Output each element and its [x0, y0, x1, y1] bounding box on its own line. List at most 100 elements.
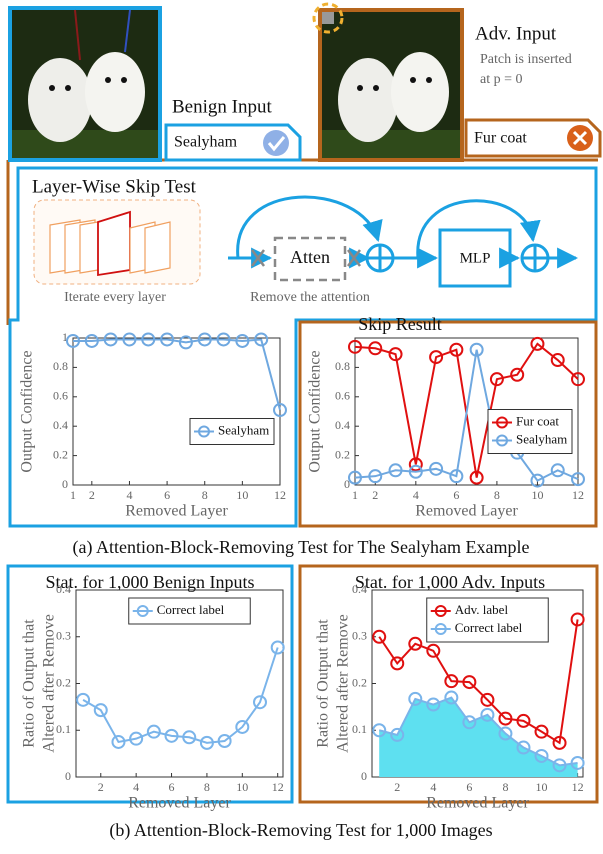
- x-tick-label: 12: [272, 780, 284, 794]
- x-tick-label: 2: [372, 488, 378, 502]
- x-tick-label: 12: [572, 780, 584, 794]
- legend-marker: [496, 416, 508, 429]
- marker: [408, 691, 423, 706]
- adv-note: Patch is inserted: [480, 52, 572, 67]
- marker: [550, 463, 565, 478]
- x-tick-label: 4: [413, 488, 419, 502]
- legend-marker: [496, 434, 508, 447]
- marker: [462, 675, 477, 690]
- marker: [516, 713, 531, 728]
- marker: [462, 715, 477, 730]
- marker: [469, 342, 484, 357]
- y-tick-label: 0.4: [53, 418, 68, 432]
- x-axis-label: Removed Layer: [415, 503, 518, 520]
- atten-box: [273, 236, 347, 282]
- marker: [122, 332, 137, 347]
- y-tick-label: 0: [344, 477, 350, 491]
- legend-box: [426, 597, 549, 643]
- legend-marker: [434, 605, 447, 617]
- marker: [368, 469, 383, 484]
- marker: [429, 350, 444, 365]
- marker: [552, 758, 567, 773]
- x-tick-label: 10: [536, 780, 548, 794]
- y-tick-label: 0.8: [53, 359, 68, 373]
- marker: [103, 332, 118, 347]
- x-mark: [572, 130, 588, 146]
- mlp-label: MLP: [460, 250, 491, 266]
- y-tick-label: 0: [65, 769, 71, 783]
- x-tick-label: 6: [453, 488, 459, 502]
- y-axis-label: Output Confidence: [19, 350, 36, 472]
- marker: [76, 692, 91, 707]
- x-tick-label: 8: [202, 488, 208, 502]
- series-line: [354, 349, 579, 482]
- marker: [480, 707, 495, 722]
- marker: [552, 735, 567, 750]
- x-tick-label: 2: [394, 780, 400, 794]
- caption: (a) Attention-Block-Removing Test for Th…: [73, 537, 530, 558]
- legend-label: Fur coat: [516, 413, 559, 428]
- marker: [372, 723, 387, 738]
- chart-title: Stat. for 1,000 Adv. Inputs: [355, 572, 545, 592]
- x-axis-label: Removed Layer: [125, 503, 228, 520]
- marker: [510, 367, 525, 382]
- x-tick-label: 1: [352, 488, 358, 502]
- marker: [408, 636, 423, 651]
- remove-label: Remove the attention: [250, 290, 370, 305]
- marker: [516, 740, 531, 755]
- y-tick-label: 0.2: [352, 675, 367, 689]
- legend-marker: [434, 623, 447, 635]
- benign-label: Sealyham: [174, 134, 238, 151]
- marker: [93, 703, 108, 718]
- adv-badge: [464, 118, 602, 158]
- marker: [498, 711, 513, 726]
- marker: [390, 656, 405, 671]
- y-axis-label: Output Confidence: [307, 350, 324, 472]
- y-axis-label: Ratio of Output that: [315, 619, 332, 748]
- benign-frame: [8, 166, 598, 528]
- legend-label: Correct label: [157, 602, 225, 617]
- y-axis-label: Altered after Remove: [41, 614, 58, 753]
- marker: [235, 333, 250, 348]
- caption: (b) Attention-Block-Removing Test for 1,…: [109, 820, 492, 841]
- x-tick-label: 12: [274, 488, 286, 502]
- x-tick-label: 2: [98, 780, 104, 794]
- legend-label: Correct label: [455, 620, 523, 635]
- y-tick-label: 0: [361, 769, 367, 783]
- y-tick-label: 0.3: [352, 629, 367, 643]
- marker: [254, 332, 269, 347]
- legend-marker: [198, 425, 210, 438]
- y-tick-label: 0.6: [335, 389, 350, 403]
- marker: [129, 731, 144, 746]
- x-tick-label: 4: [126, 488, 132, 502]
- legend-label: Adv. label: [455, 602, 509, 617]
- marker: [348, 470, 362, 485]
- marker: [216, 332, 231, 347]
- y-tick-label: 0.6: [53, 389, 68, 403]
- marker: [182, 730, 197, 745]
- marker: [469, 470, 484, 485]
- x-tick-label: 8: [204, 780, 210, 794]
- x-axis-label: Removed Layer: [426, 795, 529, 812]
- benign-stat-frame: [6, 564, 294, 804]
- marker: [235, 719, 250, 734]
- x-tick-label: 1: [70, 488, 76, 502]
- marker: [199, 735, 214, 750]
- adv-label: Fur coat: [474, 130, 527, 147]
- marker: [429, 461, 444, 476]
- marker: [197, 332, 212, 347]
- y-axis-label: Ratio of Output that: [21, 619, 38, 748]
- y-tick-label: 0.3: [56, 629, 71, 643]
- benign-image: [8, 6, 162, 162]
- marker: [388, 347, 403, 362]
- cut-marks: [251, 249, 361, 267]
- adv-title: Adv. Input: [475, 23, 557, 44]
- area: [379, 697, 578, 777]
- adv-note: at p = 0: [480, 72, 523, 87]
- marker: [178, 335, 193, 350]
- flow: [228, 195, 579, 288]
- marker: [449, 342, 464, 357]
- legend-marker: [136, 605, 149, 617]
- marker: [449, 469, 464, 484]
